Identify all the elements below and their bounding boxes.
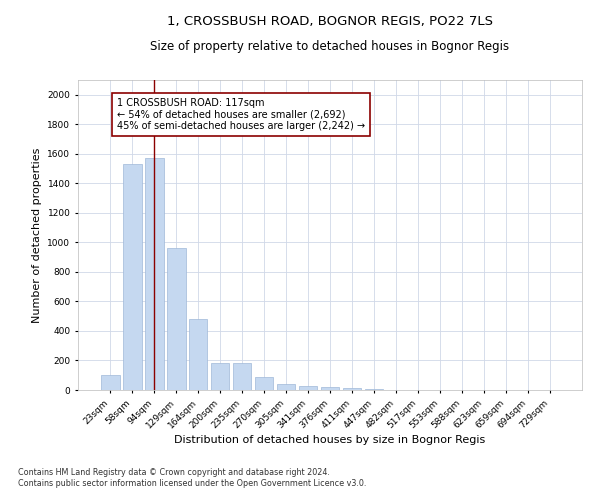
- Bar: [123, 164, 142, 390]
- Bar: [255, 376, 274, 390]
- Bar: [320, 387, 340, 390]
- Bar: [101, 375, 119, 390]
- Bar: [299, 386, 317, 390]
- Text: 1 CROSSBUSH ROAD: 117sqm
← 54% of detached houses are smaller (2,692)
45% of sem: 1 CROSSBUSH ROAD: 117sqm ← 54% of detach…: [117, 98, 365, 131]
- Text: 1, CROSSBUSH ROAD, BOGNOR REGIS, PO22 7LS: 1, CROSSBUSH ROAD, BOGNOR REGIS, PO22 7L…: [167, 15, 493, 28]
- Bar: [277, 384, 295, 390]
- X-axis label: Distribution of detached houses by size in Bognor Regis: Distribution of detached houses by size …: [175, 436, 485, 446]
- Text: Size of property relative to detached houses in Bognor Regis: Size of property relative to detached ho…: [151, 40, 509, 53]
- Bar: [167, 248, 185, 390]
- Bar: [211, 362, 229, 390]
- Bar: [145, 158, 164, 390]
- Text: Contains HM Land Registry data © Crown copyright and database right 2024.
Contai: Contains HM Land Registry data © Crown c…: [18, 468, 367, 487]
- Bar: [189, 319, 208, 390]
- Bar: [233, 362, 251, 390]
- Y-axis label: Number of detached properties: Number of detached properties: [32, 148, 42, 322]
- Bar: [343, 388, 361, 390]
